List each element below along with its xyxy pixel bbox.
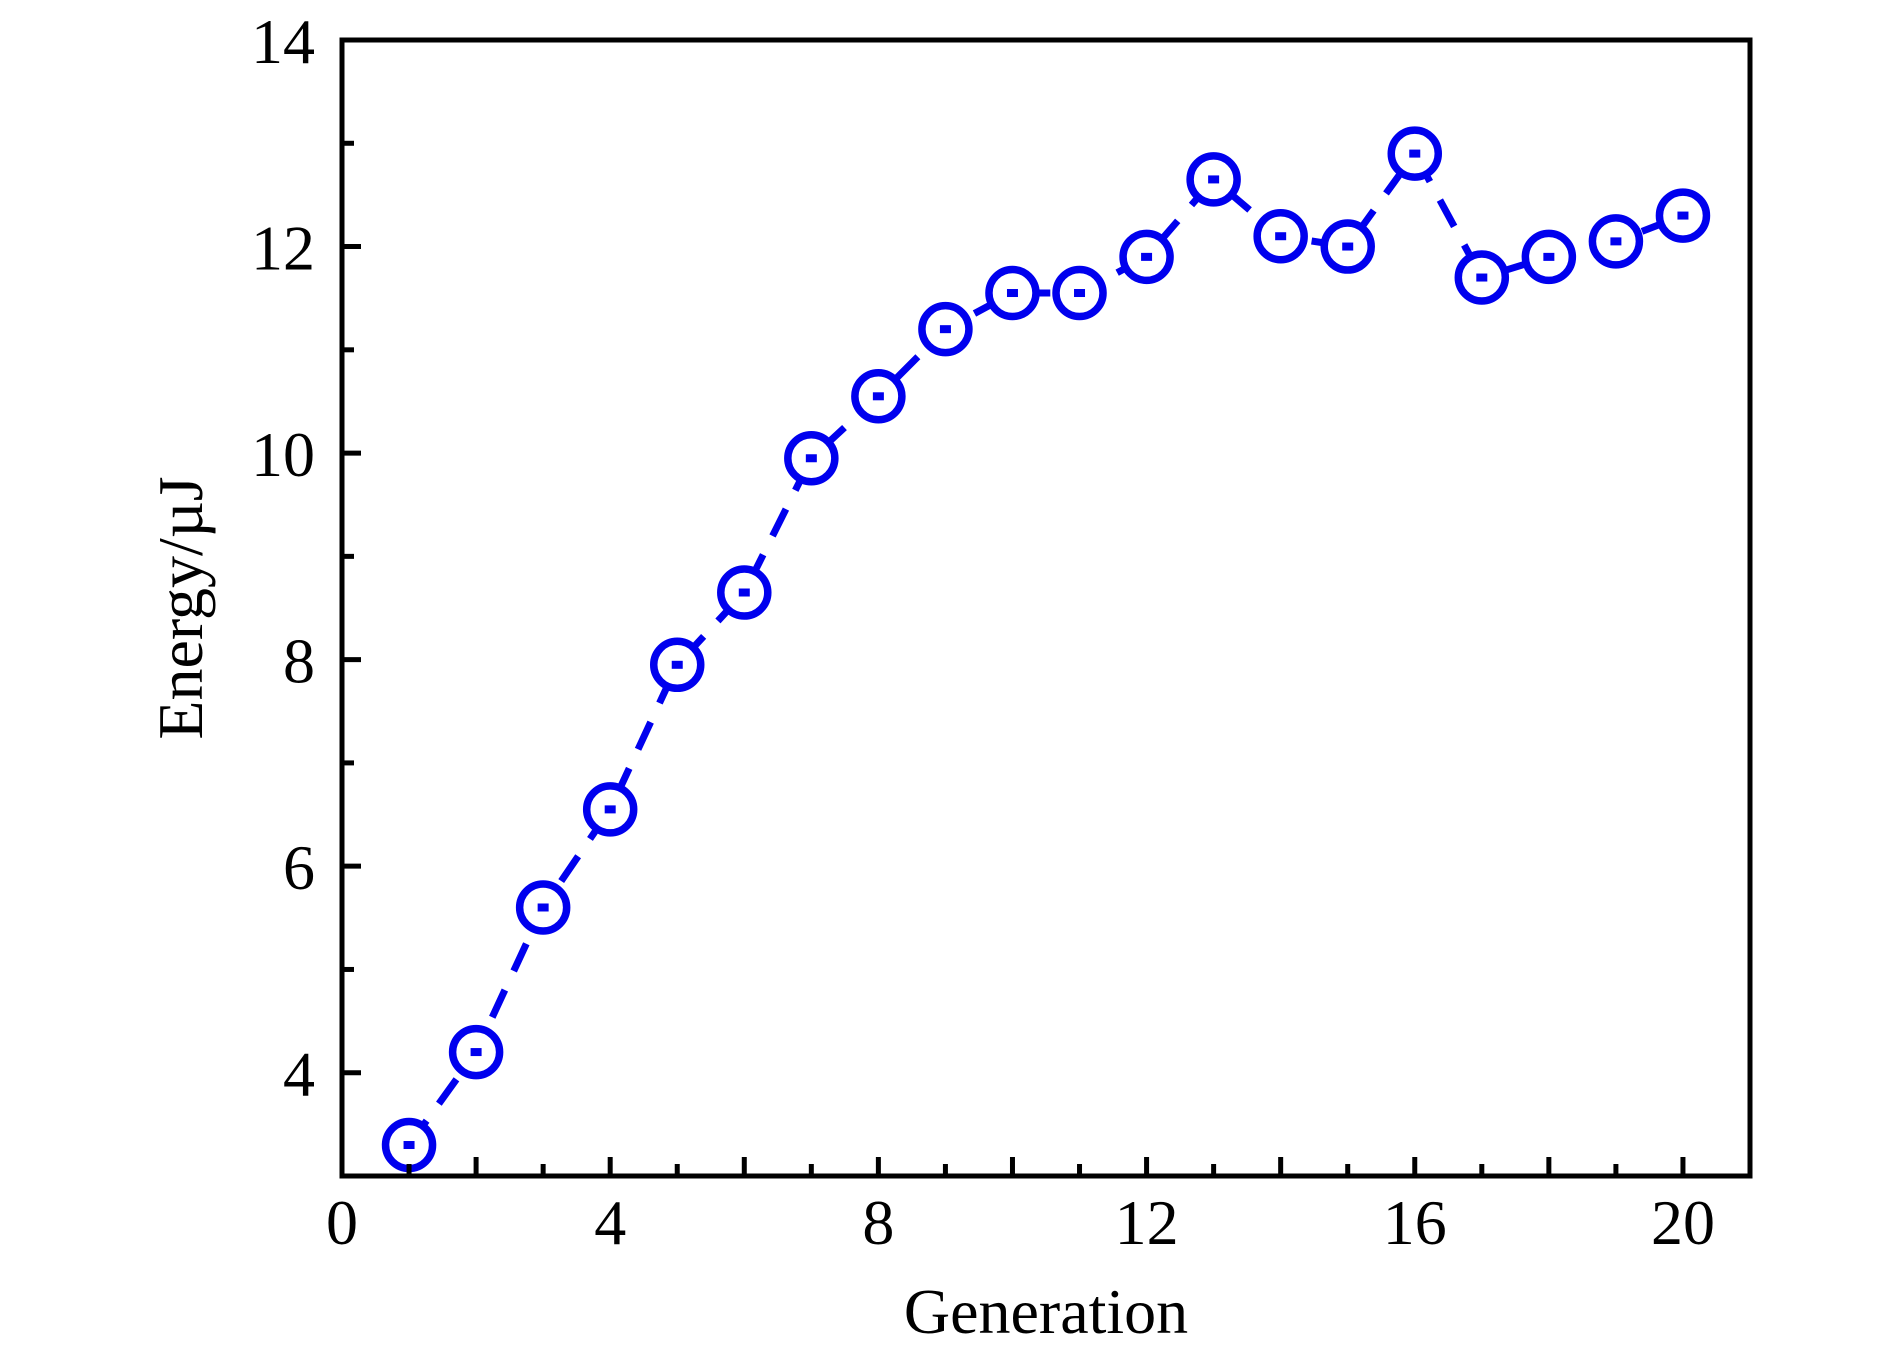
- marker-center-dot: [604, 805, 616, 814]
- y-tick-label: 4: [283, 1039, 315, 1110]
- y-tick-label: 12: [251, 213, 315, 284]
- x-axis-label: Generation: [904, 1276, 1188, 1347]
- data-point: [784, 431, 839, 486]
- data-point: [1320, 219, 1375, 274]
- y-tick-label: 8: [283, 626, 315, 697]
- marker-center-dot: [1543, 252, 1555, 261]
- data-point: [1521, 229, 1577, 285]
- data-point: [1253, 208, 1308, 264]
- marker-center-dot: [1610, 237, 1622, 246]
- x-tick-label: 20: [1651, 1187, 1715, 1258]
- data-point: [985, 265, 1040, 321]
- data-point: [1454, 250, 1510, 305]
- x-tick-label: 0: [326, 1187, 358, 1258]
- marker-center-dot: [537, 903, 549, 912]
- data-point: [918, 301, 973, 357]
- marker-center-dot: [403, 1141, 415, 1150]
- y-tick-label: 14: [251, 6, 315, 77]
- data-point: [1052, 265, 1107, 321]
- marker-center-dot: [1208, 175, 1220, 184]
- data-point: [582, 782, 638, 837]
- data-point: [717, 565, 772, 620]
- data-point: [515, 880, 571, 935]
- marker-center-dot: [1677, 211, 1689, 220]
- data-point: [1655, 188, 1711, 243]
- data-point: [381, 1117, 437, 1173]
- data-series-layer: [381, 126, 1711, 1173]
- marker-center-dot: [1476, 273, 1488, 282]
- data-point: [448, 1024, 504, 1080]
- x-tick-label: 16: [1383, 1187, 1447, 1258]
- marker-center-dot: [738, 588, 750, 597]
- plot-frame: [339, 37, 1753, 1179]
- marker-center-dot: [1275, 232, 1287, 241]
- axes-layer: [339, 37, 1753, 1179]
- data-point: [1588, 214, 1644, 269]
- data-point: [649, 637, 705, 693]
- tick-label-layer: 0 4 8 12 16 20 4 6 8 10 12 14: [251, 6, 1715, 1258]
- marker-center-dot: [1409, 149, 1421, 158]
- marker-center-dot: [939, 325, 951, 334]
- data-point: [851, 369, 906, 424]
- marker-center-dot: [671, 660, 683, 669]
- marker-center-dot: [805, 454, 817, 463]
- data-point: [1387, 126, 1443, 181]
- marker-center-dot: [1074, 289, 1086, 298]
- y-tick-label: 10: [251, 419, 315, 490]
- marker-center-dot: [872, 392, 884, 401]
- x-tick-label: 4: [594, 1187, 626, 1258]
- x-tick-label: 8: [862, 1187, 894, 1258]
- marker-center-dot: [470, 1048, 482, 1057]
- data-point: [1119, 229, 1174, 285]
- y-tick-label: 6: [283, 832, 315, 903]
- data-point: [1186, 152, 1241, 207]
- y-axis-label: Energy/µJ: [145, 476, 216, 739]
- marker-center-dot: [1006, 289, 1018, 298]
- marker-center-dot: [1342, 242, 1354, 251]
- marker-center-dot: [1141, 252, 1153, 261]
- x-tick-label: 12: [1115, 1187, 1179, 1258]
